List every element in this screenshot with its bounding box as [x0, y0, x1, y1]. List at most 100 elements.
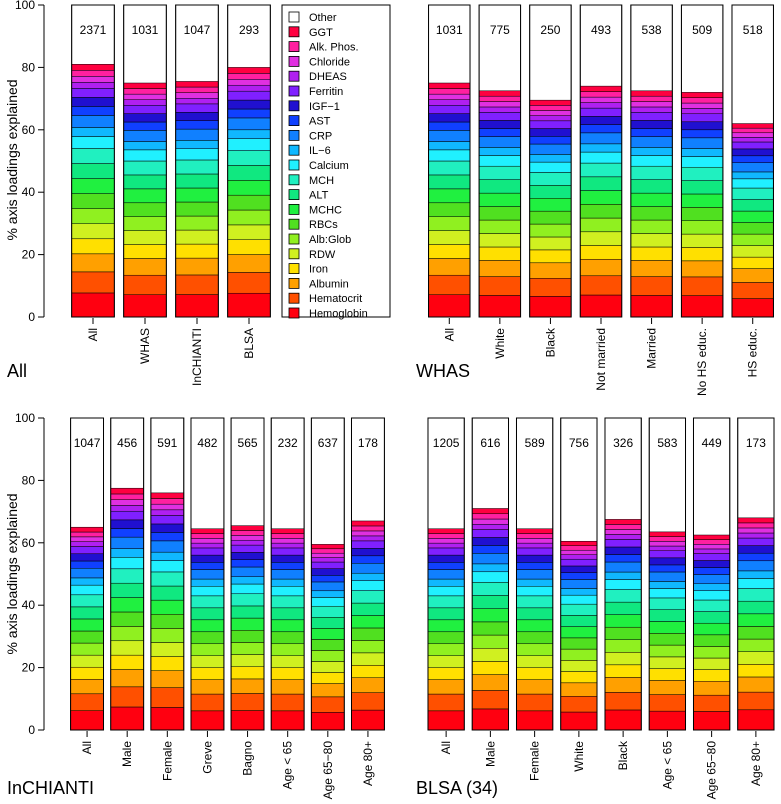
x-tick-label: Not married	[594, 328, 608, 391]
segment-rdw	[516, 655, 554, 668]
segment-ggt	[648, 531, 686, 537]
segment-ast	[681, 129, 724, 139]
segment-mch	[648, 597, 686, 610]
segment-albumin	[150, 670, 185, 688]
bar-outline	[350, 417, 385, 731]
bar-outline	[630, 4, 673, 318]
sample-size-label: 1031	[132, 23, 159, 37]
segment-ferritin	[693, 553, 731, 561]
segment-crp	[737, 560, 775, 572]
segment-ferritin	[270, 547, 305, 556]
segment-calcium	[529, 161, 572, 173]
legend-label: IGF−1	[309, 101, 340, 113]
segment-chloride	[604, 529, 642, 535]
segment-rbcs	[230, 630, 265, 643]
y-axis-title-top: % axis loadings explained	[4, 79, 20, 240]
segment-ast	[175, 120, 219, 130]
segment-iron	[150, 656, 185, 671]
bar-male: 456	[110, 417, 145, 731]
sample-size-label: 326	[613, 436, 633, 450]
segment-igf-1	[427, 554, 465, 563]
sample-size-label: 756	[569, 436, 589, 450]
segment-mchc	[311, 628, 345, 640]
segment-calcium	[580, 151, 622, 164]
sample-size-label: 1047	[74, 436, 101, 450]
sample-size-label: 591	[157, 436, 177, 450]
legend-item-ferritin: Ferritin	[288, 85, 343, 98]
segment-alt	[560, 615, 598, 627]
segment-alb-glob	[150, 628, 185, 643]
segment-igf-1	[110, 519, 144, 529]
segment-hematocrit	[175, 274, 219, 295]
segment-alt	[428, 174, 471, 190]
bar-inchianti: 1047	[175, 4, 219, 318]
segment-hematocrit	[70, 693, 104, 711]
segment-il-6	[693, 583, 731, 591]
bar-outline	[478, 4, 522, 318]
segment-alt	[478, 179, 521, 194]
segment-dheas	[230, 539, 265, 546]
panel-all: 0 20 40 60 80 100 2371 All 1031 WHAS 1047 InCHIANTI…	[15, 0, 271, 386]
legend-swatch	[288, 26, 300, 38]
segment-ast	[529, 136, 572, 145]
legend-label: Chloride	[309, 56, 350, 68]
bar-outline	[427, 417, 465, 731]
segment-rdw	[731, 245, 774, 258]
x-tick-label: Married	[645, 328, 659, 369]
legend-label: Alb:Glob	[309, 234, 351, 246]
segment-ferritin	[681, 113, 724, 123]
legend-item-crp: CRP	[288, 129, 332, 142]
segment-mchc	[648, 621, 686, 634]
segment-dheas	[516, 542, 554, 549]
legend-swatch	[288, 41, 300, 52]
sample-size-label: 482	[197, 436, 217, 450]
segment-hematocrit	[227, 272, 271, 294]
segment-alt	[150, 585, 185, 601]
segment-ggt	[580, 85, 622, 92]
segment-alt	[270, 607, 305, 621]
segment-alk-phos	[471, 513, 509, 520]
segment-calcium	[427, 586, 465, 597]
legend-item-il-6: IL−6	[288, 144, 331, 157]
segment-rbcs	[731, 222, 774, 235]
segment-chloride	[630, 101, 673, 108]
segment-alk-phos	[311, 548, 345, 554]
legend-label: Hematocrit	[309, 293, 362, 305]
segment-rdw	[150, 642, 185, 657]
segment-ggt	[227, 67, 271, 74]
segment-igf-1	[648, 557, 686, 566]
segment-iron	[427, 667, 465, 680]
segment-alb-glob	[190, 643, 225, 656]
segment-alt	[70, 606, 104, 620]
segment-dheas	[70, 541, 104, 547]
legend-swatch	[288, 144, 300, 156]
legend-item-iron: Iron	[288, 263, 328, 276]
x-tick-label: No HS educ.	[695, 328, 709, 396]
bar-black: 326	[604, 417, 642, 731]
segment-calcium	[150, 560, 185, 573]
segment-chloride	[110, 499, 144, 506]
segment-calcium	[693, 590, 731, 601]
segment-ggt	[71, 64, 115, 71]
segment-alb-glob	[311, 650, 345, 662]
segment-ggt	[471, 508, 509, 515]
segment-crp	[580, 132, 622, 145]
legend-label: Albumin	[309, 278, 349, 290]
segment-alb-glob	[227, 209, 271, 226]
segment-ggt	[630, 90, 673, 97]
segment-mchc	[580, 190, 622, 205]
y-tick-label: 40	[22, 185, 36, 199]
segment-rbcs	[630, 206, 673, 221]
segment-ferritin	[175, 103, 219, 113]
segment-igf-1	[580, 116, 622, 125]
sample-size-label: 178	[358, 436, 378, 450]
segment-hemoglobin	[190, 710, 225, 731]
legend-item-ggt: GGT	[288, 26, 333, 39]
segment-calcium	[70, 584, 104, 596]
segment-il-6	[427, 578, 465, 587]
segment-mch	[190, 595, 225, 609]
segment-ggt	[351, 520, 385, 527]
segment-alk-phos	[71, 70, 115, 77]
legend-swatch	[288, 129, 300, 141]
y-tick-label: 80	[22, 473, 36, 487]
